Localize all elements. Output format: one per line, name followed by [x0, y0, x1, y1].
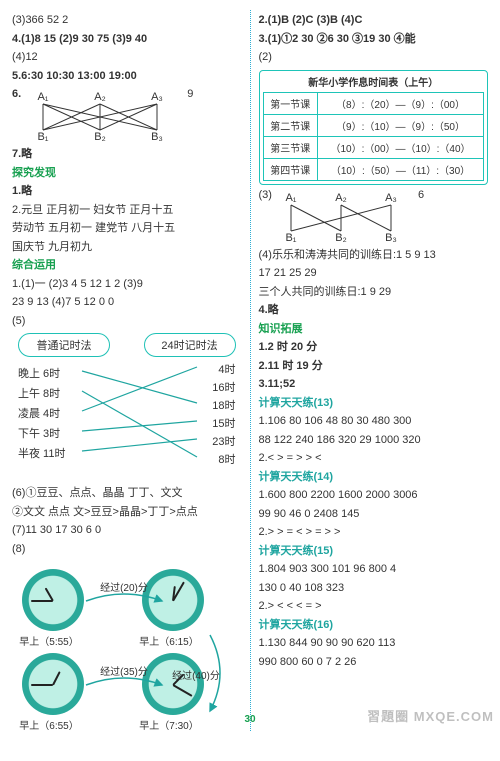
text: (4)12 [12, 49, 242, 66]
text: 2.11 时 19 分 [259, 358, 489, 375]
text: 23 9 13 (4)7 5 12 0 0 [12, 294, 242, 311]
table-row: 第二节课（9）:（10）—（9）:（50） [263, 114, 484, 136]
table-cell: 第四节课 [263, 158, 318, 180]
table-row: 第一节课（8）:（20）—（9）:（00） [263, 92, 484, 114]
node-label: A₃ [151, 91, 163, 103]
table-cell: （10）:（00）—（10）:（40） [318, 136, 484, 158]
text: 1.略 [12, 183, 242, 200]
text: 990 800 60 0 7 2 26 [259, 654, 489, 671]
table-cell: （9）:（10）—（9）:（50） [318, 114, 484, 136]
bipartite-svg: A₁ A₂ A₃ B₁ B₂ B₃ [276, 189, 406, 243]
text: ②文文 点点 文>豆豆>晶晶>丁丁>点点 [12, 504, 242, 521]
node-label: B₂ [94, 131, 106, 142]
text: 4.(1)8 15 (2)9 30 75 (3)9 40 [12, 31, 242, 48]
matching-diagram: 普通记时法 24时记时法 晚上 6时上午 8时凌晨 4时下午 3时半夜 11时4… [12, 333, 242, 483]
right-column: 2.(1)B (2)C (3)B (4)C 3.(1)①2 30 ②6 30 ③… [259, 10, 489, 731]
text: 1.600 800 2200 1600 2000 3006 [259, 487, 489, 504]
match-lines [12, 333, 242, 483]
page-number: 30 [244, 714, 255, 725]
schedule-table: 新华小学作息时间表（上午） 第一节课（8）:（20）—（9）:（00）第二节课（… [259, 70, 489, 185]
clock-face [22, 653, 84, 715]
table-cell: 第三节课 [263, 136, 318, 158]
arrow-label: 经过(35)分 [84, 663, 164, 678]
text: 2.< > = > > < [259, 450, 489, 467]
node-label: B₃ [151, 131, 163, 142]
clock-caption: 早上（7:30） [124, 717, 214, 732]
text: (5) [12, 313, 242, 330]
table-row: 第四节课（10）:（50）—（11）:（30） [263, 158, 484, 180]
table-cell: 第二节课 [263, 114, 318, 136]
clocks-diagram: 早上（5:55）早上（6:15）早上（6:55）早上（7:30）经过(20)分经… [12, 561, 242, 731]
arrow-label: 经过(20)分 [84, 579, 164, 594]
text: 2.> < < < = > [259, 598, 489, 615]
table: 第一节课（8）:（20）—（9）:（00）第二节课（9）:（10）—（9）:（5… [263, 92, 485, 181]
text: 4.略 [259, 302, 489, 319]
node-label: A₂ [335, 192, 347, 204]
text: (3)366 52 2 [12, 12, 242, 29]
table-cell: 第一节课 [263, 92, 318, 114]
text: 6. [12, 88, 21, 100]
text: 2.(1)B (2)C (3)B (4)C [259, 12, 489, 29]
section-heading: 探究发现 [12, 165, 242, 182]
section-heading: 计算天天练(15) [259, 543, 489, 560]
node-label: A₃ [385, 192, 397, 204]
section-heading: 计算天天练(13) [259, 395, 489, 412]
node-label: A₁ [38, 91, 49, 103]
node-label: A₁ [285, 192, 296, 204]
text: 1.106 80 106 48 80 30 480 300 [259, 413, 489, 430]
clock-face [22, 569, 84, 631]
text: 1.2 时 20 分 [259, 339, 489, 356]
text: 9 [187, 88, 193, 100]
text: 1.804 903 300 101 96 800 4 [259, 561, 489, 578]
watermark: 習題圈 MXQE.COM [367, 706, 494, 725]
text: 2.元旦 正月初一 妇女节 正月十五 [12, 202, 242, 219]
bipartite-svg: A₁ A₂ A₃ B₁ B₂ B₃ [25, 88, 175, 142]
section-heading: 计算天天练(14) [259, 469, 489, 486]
text: 劳动节 五月初一 建党节 八月十五 [12, 220, 242, 237]
table-cell: （10）:（50）—（11）:（30） [318, 158, 484, 180]
section-heading: 综合运用 [12, 257, 242, 274]
bipartite-diagram: 6. A₁ A₂ A₃ B₁ B₂ B₃ 9 [12, 88, 242, 142]
text: 3.(1)①2 30 ②6 30 ③19 30 ④能 [259, 31, 489, 48]
section-heading: 知识拓展 [259, 321, 489, 338]
node-label: B₁ [285, 232, 296, 243]
text: 99 90 46 0 2408 145 [259, 506, 489, 523]
page: (3)366 52 2 4.(1)8 15 (2)9 30 75 (3)9 40… [0, 0, 500, 761]
node-label: B₃ [385, 232, 397, 243]
text: 国庆节 九月初九 [12, 239, 242, 256]
text: 7.略 [12, 146, 242, 163]
text: 6 [418, 189, 424, 201]
clock-caption: 早上（5:55） [4, 633, 94, 648]
text: 88 122 240 186 320 29 1000 320 [259, 432, 489, 449]
clock-caption: 早上（6:55） [4, 717, 94, 732]
text: 三个人共同的训练日:1 9 29 [259, 284, 489, 301]
left-column: (3)366 52 2 4.(1)8 15 (2)9 30 75 (3)9 40… [12, 10, 242, 731]
text: (4)乐乐和涛涛共同的训练日:1 5 9 13 [259, 247, 489, 264]
table-cell: （8）:（20）—（9）:（00） [318, 92, 484, 114]
text: (6)①豆豆、点点、晶晶 丁丁、文文 [12, 485, 242, 502]
node-label: A₂ [94, 91, 106, 103]
text: (3) [259, 189, 272, 201]
node-label: B₁ [38, 131, 49, 142]
text: (8) [12, 541, 242, 558]
node-label: B₂ [335, 232, 347, 243]
column-divider [250, 10, 251, 731]
section-heading: 计算天天练(16) [259, 617, 489, 634]
text: 3.11;52 [259, 376, 489, 393]
text: 130 0 40 108 323 [259, 580, 489, 597]
text: 5.6:30 10:30 13:00 19:00 [12, 68, 242, 85]
text: 2.> > = < > = > > [259, 524, 489, 541]
table-row: 第三节课（10）:（00）—（10）:（40） [263, 136, 484, 158]
text: (2) [259, 49, 489, 66]
bipartite-diagram: (3) A₁ A₂ A₃ B₁ B₂ B₃ 6 [259, 189, 489, 243]
text: 17 21 25 29 [259, 265, 489, 282]
table-title: 新华小学作息时间表（上午） [263, 74, 485, 89]
text: (7)11 30 17 30 6 0 [12, 522, 242, 539]
text: 1.(1)一 (2)3 4 5 12 1 2 (3)9 [12, 276, 242, 293]
text: 1.130 844 90 90 90 620 113 [259, 635, 489, 652]
